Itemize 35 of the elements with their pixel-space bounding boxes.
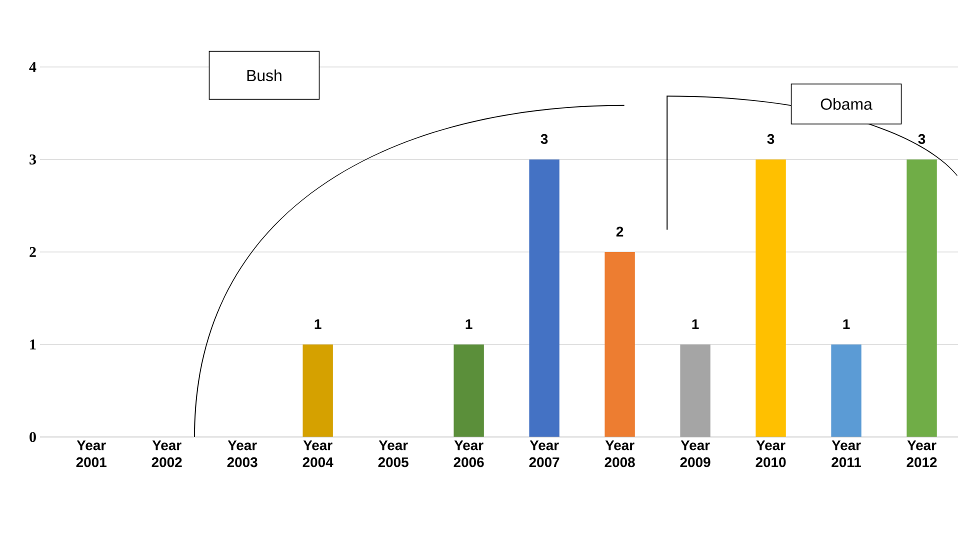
- y-tick-label: 1: [30, 340, 36, 350]
- x-tick-label: Year 2001: [76, 440, 106, 468]
- annotation: Bush: [247, 69, 282, 82]
- bar: [906, 159, 937, 437]
- y-tick-label: 0: [30, 432, 36, 442]
- annotation: Obama: [820, 98, 872, 110]
- x-tick-label: Year 2004: [302, 440, 334, 468]
- y-tick-label: 4: [29, 62, 36, 72]
- x-tick-label: Year 2002: [152, 440, 182, 468]
- bar: [604, 252, 635, 437]
- x-tick-label: Year 2008: [604, 440, 635, 468]
- y-tick-label: 3: [30, 154, 36, 164]
- data-label: 3: [540, 134, 548, 144]
- bar: [756, 159, 786, 437]
- data-label: 1: [843, 319, 850, 329]
- data-label: 1: [314, 319, 322, 329]
- data-label: 3: [918, 134, 926, 144]
- bar: [529, 159, 560, 437]
- x-tick-label: Year 2012: [906, 440, 937, 468]
- x-tick-label: Year 2010: [756, 440, 786, 468]
- x-tick-label: Year 2003: [227, 440, 258, 468]
- bar: [302, 344, 333, 437]
- x-tick-label: Year 2005: [378, 440, 408, 468]
- x-tick-label: Year 2011: [832, 440, 862, 468]
- y-tick-label: 2: [30, 247, 36, 257]
- x-tick-label: Year 2009: [680, 440, 710, 468]
- x-tick-label: Year 2006: [454, 440, 484, 468]
- x-tick-label: Year 2007: [529, 440, 560, 468]
- bar: [680, 344, 710, 437]
- bar: [454, 344, 484, 437]
- data-label: 1: [466, 319, 472, 329]
- data-label: 1: [692, 319, 699, 329]
- bar: [831, 344, 862, 437]
- data-label: 3: [767, 134, 774, 144]
- data-label: 2: [616, 226, 624, 236]
